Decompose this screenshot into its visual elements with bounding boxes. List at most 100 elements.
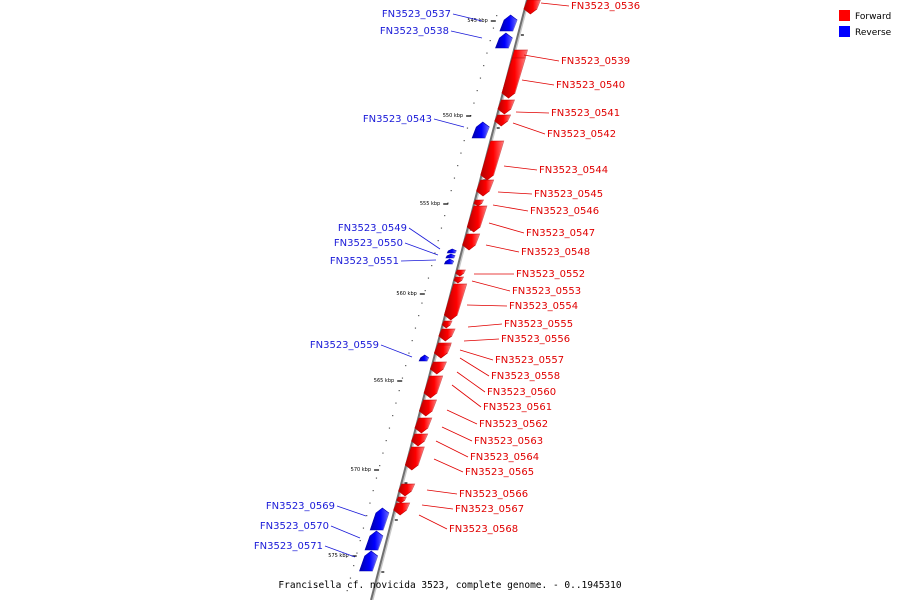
gene-leader-line — [336, 505, 367, 517]
gene-label-fn3523-0564[interactable]: FN3523_0564 — [470, 452, 539, 463]
gene-arrow-fn3523-0562[interactable] — [418, 399, 437, 417]
gene-label-fn3523-0555[interactable]: FN3523_0555 — [504, 319, 573, 330]
guide-dot — [375, 477, 378, 479]
gene-label-fn3523-0553[interactable]: FN3523_0553 — [512, 286, 581, 297]
gene-label-fn3523-0547[interactable]: FN3523_0547 — [526, 228, 595, 239]
gene-label-fn3523-0557[interactable]: FN3523_0557 — [495, 355, 564, 366]
gene-arrow-fn3523-0555[interactable] — [441, 320, 453, 329]
gene-leader-line — [404, 242, 439, 256]
gene-label-fn3523-0551[interactable]: FN3523_0551 — [330, 256, 399, 267]
gene-label-fn3523-0545[interactable]: FN3523_0545 — [534, 189, 603, 200]
gene-arrow-fn3523-0545[interactable] — [476, 179, 495, 197]
guide-dot — [434, 252, 436, 254]
scale-label: 560 kbp — [396, 291, 416, 297]
gene-label-fn3523-0537[interactable]: FN3523_0537 — [382, 9, 451, 20]
gene-arrow-fn3523-0549[interactable] — [446, 248, 457, 254]
gene-arrow-fn3523-0543[interactable] — [471, 121, 490, 139]
gene-arrow-fn3523-0563[interactable] — [414, 417, 433, 434]
gene-arrow-fn3523-0569[interactable] — [369, 507, 390, 531]
gene-arrow-fn3523-0553[interactable] — [453, 276, 464, 284]
guide-dot — [369, 502, 371, 504]
gene-label-fn3523-0552[interactable]: FN3523_0552 — [516, 269, 585, 280]
gene-label-fn3523-0563[interactable]: FN3523_0563 — [474, 436, 543, 447]
gene-arrow-highlight — [454, 250, 457, 254]
gene-arrow-fn3523-0566[interactable] — [398, 483, 416, 497]
gene-label-fn3523-0550[interactable]: FN3523_0550 — [334, 238, 403, 249]
gene-arrow-fn3523-0561[interactable] — [423, 375, 444, 399]
gene-label-fn3523-0544[interactable]: FN3523_0544 — [539, 165, 608, 176]
gene-arrow-fn3523-0565[interactable] — [404, 446, 425, 471]
gene-arrow-fn3523-0542[interactable] — [494, 114, 512, 127]
gene-leader-line — [324, 545, 356, 558]
gene-label-fn3523-0539[interactable]: FN3523_0539 — [561, 56, 630, 67]
gene-arrow-highlight — [510, 99, 515, 110]
gene-arrow-fn3523-0570[interactable] — [364, 530, 384, 551]
gene-arrow-highlight — [489, 179, 495, 192]
gene-arrow-highlight — [461, 276, 464, 281]
gene-label-fn3523-0538[interactable]: FN3523_0538 — [380, 26, 449, 37]
gene-leader-line — [497, 191, 533, 195]
gene-label-fn3523-0571[interactable]: FN3523_0571 — [254, 541, 323, 552]
gene-label-fn3523-0549[interactable]: FN3523_0549 — [338, 223, 407, 234]
gene-label-fn3523-0540[interactable]: FN3523_0540 — [556, 80, 625, 91]
gene-label-fn3523-0543[interactable]: FN3523_0543 — [363, 114, 432, 125]
gene-arrow-fn3523-0546[interactable] — [473, 199, 484, 207]
gene-leader-line — [540, 2, 570, 7]
gene-label-fn3523-0548[interactable]: FN3523_0548 — [521, 247, 590, 258]
gene-label-fn3523-0546[interactable]: FN3523_0546 — [530, 206, 599, 217]
gene-leader-line — [515, 111, 550, 114]
gene-label-fn3523-0536[interactable]: FN3523_0536 — [571, 1, 640, 12]
gene-label-fn3523-0562[interactable]: FN3523_0562 — [479, 419, 548, 430]
guide-dot — [444, 215, 446, 217]
gene-leader-line — [463, 338, 500, 342]
gene-arrow-fn3523-0547[interactable] — [466, 205, 488, 233]
gene-label-fn3523-0558[interactable]: FN3523_0558 — [491, 371, 560, 382]
gene-leader-line — [459, 357, 490, 377]
legend-reverse-label: Reverse — [855, 28, 892, 38]
gene-arrow-fn3523-0544[interactable] — [480, 140, 505, 181]
gene-label-fn3523-0542[interactable]: FN3523_0542 — [547, 129, 616, 140]
guide-dot — [382, 452, 384, 454]
gene-arrow-fn3523-0568[interactable] — [393, 502, 411, 516]
gene-label-fn3523-0566[interactable]: FN3523_0566 — [459, 489, 528, 500]
gene-arrow-fn3523-0551[interactable] — [443, 258, 455, 265]
gene-labels: FN3523_0536 FN3523_0537 FN3523_0538 FN3523_… — [254, 1, 640, 558]
gene-arrow-fn3523-0558[interactable] — [434, 344, 452, 359]
gene-arrow-fn3523-0538[interactable] — [495, 32, 513, 49]
gene-arrow-fn3523-0550[interactable] — [445, 253, 456, 259]
gene-arrow-fn3523-0536[interactable] — [523, 0, 541, 15]
scale-label: 555 kbp — [420, 201, 440, 207]
gene-label-fn3523-0556[interactable]: FN3523_0556 — [501, 334, 570, 345]
gene-arrow-fn3523-0552[interactable] — [455, 269, 466, 277]
guide-dot — [359, 540, 361, 542]
gene-arrow-highlight — [493, 140, 505, 176]
gene-arrow-fn3523-0564[interactable] — [411, 433, 429, 447]
gene-arrow-fn3523-0554[interactable] — [443, 283, 468, 321]
gene-arrow-highlight — [451, 328, 456, 337]
gene-label-fn3523-0570[interactable]: FN3523_0570 — [260, 521, 329, 532]
gene-arrow-fn3523-0548[interactable] — [462, 233, 481, 251]
gene-arrow-fn3523-0560[interactable] — [429, 361, 447, 375]
guide-dot — [356, 552, 358, 554]
gene-label-fn3523-0568[interactable]: FN3523_0568 — [449, 524, 518, 535]
gene-label-fn3523-0554[interactable]: FN3523_0554 — [509, 301, 578, 312]
gene-label-fn3523-0561[interactable]: FN3523_0561 — [483, 402, 552, 413]
gene-label-fn3523-0567[interactable]: FN3523_0567 — [455, 504, 524, 515]
gene-label-fn3523-0541[interactable]: FN3523_0541 — [551, 108, 620, 119]
gene-arrow-highlight — [456, 283, 468, 316]
gene-label-fn3523-0569[interactable]: FN3523_0569 — [266, 501, 335, 512]
gene-arrow-fn3523-0540[interactable] — [501, 57, 526, 99]
gene-arrow-fn3523-0559[interactable] — [418, 354, 430, 362]
gene-label-fn3523-0559[interactable]: FN3523_0559 — [310, 340, 379, 351]
gene-arrow-fn3523-0537[interactable] — [499, 14, 518, 32]
gene-label-fn3523-0565[interactable]: FN3523_0565 — [465, 467, 534, 478]
gene-arrow-highlight — [411, 483, 416, 492]
gene-arrow-fn3523-0571[interactable] — [359, 550, 379, 572]
gene-arrow-fn3523-0556[interactable] — [438, 328, 456, 342]
map-caption: Francisella cf. novicida 3523, complete … — [278, 580, 621, 591]
gene-label-fn3523-0560[interactable]: FN3523_0560 — [487, 387, 556, 398]
gene-arrow-fn3523-0567[interactable] — [396, 496, 407, 504]
gene-arrow-fn3523-0541[interactable] — [497, 99, 515, 115]
gene-arrow-highlight — [377, 535, 384, 551]
gene-arrow-highlight — [431, 399, 437, 412]
